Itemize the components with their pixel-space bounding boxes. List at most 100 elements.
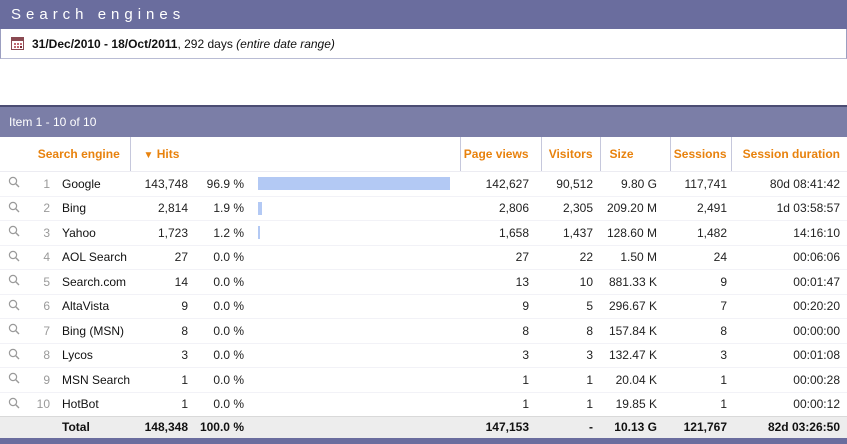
row-session-duration: 80d 08:41:42: [769, 176, 840, 191]
page-title-text: Search engines: [11, 6, 186, 23]
row-hits: 27: [174, 250, 188, 265]
row-session-duration: 00:06:06: [793, 250, 840, 265]
total-row: Total 148,348 100.0 % 147,153 - 10.13 G …: [0, 416, 847, 438]
row-size: 296.67 K: [608, 299, 657, 314]
row-hits: 8: [181, 323, 188, 338]
row-session-duration: 00:01:08: [793, 348, 840, 363]
total-label: Total: [62, 420, 90, 435]
row-engine-name: HotBot: [62, 397, 99, 412]
row-session-duration: 00:01:47: [793, 274, 840, 289]
magnifier-icon[interactable]: [8, 348, 20, 360]
row-sessions: 1: [720, 372, 727, 387]
row-sessions: 117,741: [684, 176, 728, 191]
row-hits: 1: [181, 372, 188, 387]
column-header-sessions[interactable]: Sessions: [669, 137, 731, 172]
magnifier-icon[interactable]: [8, 274, 20, 286]
hits-bar: [258, 226, 260, 240]
row-hits-pct: 96.9 %: [206, 176, 244, 191]
table-row: 7 Bing (MSN) 8 0.0 % 8 8 157.84 K 8 00:0…: [0, 319, 847, 343]
row-engine-name: AOL Search: [62, 250, 127, 265]
row-visitors: 22: [579, 250, 593, 265]
magnifier-icon[interactable]: [8, 225, 20, 237]
row-hits: 1,723: [157, 225, 188, 240]
row-visitors: 90,512: [556, 176, 593, 191]
row-session-duration: 00:00:28: [793, 372, 840, 387]
row-page-views: 1,658: [498, 225, 529, 240]
row-sessions: 9: [720, 274, 727, 289]
table-row: 2 Bing 2,814 1.9 % 2,806 2,305 209.20 M …: [0, 196, 847, 221]
row-session-duration: 00:00:00: [793, 323, 840, 338]
row-size: 20.04 K: [615, 372, 657, 387]
row-page-views: 3: [522, 348, 529, 363]
magnifier-icon[interactable]: [8, 176, 20, 188]
magnifier-icon[interactable]: [8, 201, 20, 213]
column-header-page-views[interactable]: Page views: [459, 137, 541, 172]
row-visitors: 1: [586, 397, 593, 412]
column-header-search-engine[interactable]: Search engine: [0, 137, 130, 172]
row-sessions: 2,491: [696, 201, 727, 216]
total-sessions: 121,767: [683, 420, 727, 435]
table-row: 3 Yahoo 1,723 1.2 % 1,658 1,437 128.60 M…: [0, 221, 847, 245]
row-engine-name: AltaVista: [62, 299, 110, 314]
row-rank: 2: [43, 201, 50, 216]
row-page-views: 2,806: [498, 201, 529, 216]
row-sessions: 8: [720, 323, 727, 338]
date-range-note: (entire date range): [236, 36, 335, 51]
row-engine-name: Yahoo: [62, 225, 96, 240]
column-header-hits[interactable]: ▼ Hits: [129, 137, 460, 172]
row-page-views: 1: [522, 397, 529, 412]
date-range: 31/Dec/2010 - 18/Oct/2011: [32, 36, 178, 51]
column-header-session-duration[interactable]: Session duration: [730, 137, 847, 172]
row-hits-pct: 1.9 %: [213, 201, 244, 216]
row-page-views: 8: [522, 323, 529, 338]
magnifier-icon[interactable]: [8, 250, 20, 262]
row-engine-name: MSN Search: [62, 372, 130, 387]
row-hits-pct: 0.0 %: [213, 372, 244, 387]
magnifier-icon[interactable]: [8, 299, 20, 311]
row-size: 157.84 K: [608, 323, 657, 338]
row-page-views: 27: [515, 250, 529, 265]
row-engine-name: Bing (MSN): [62, 323, 125, 338]
magnifier-icon[interactable]: [8, 323, 20, 335]
row-size: 1.50 M: [620, 250, 657, 265]
magnifier-icon[interactable]: [8, 397, 20, 409]
row-visitors: 1: [586, 372, 593, 387]
row-rank: 9: [43, 372, 50, 387]
column-header-size[interactable]: Size: [599, 137, 670, 172]
row-rank: 6: [43, 299, 50, 314]
row-sessions: 3: [720, 348, 727, 363]
search-engines-table: Search engine ▼ Hits Page views Visitors…: [0, 137, 847, 438]
row-visitors: 1,437: [562, 225, 593, 240]
row-hits: 1: [181, 397, 188, 412]
total-hits-pct: 100.0 %: [199, 420, 244, 435]
row-rank: 4: [43, 250, 50, 265]
table-row: 1 Google 143,748 96.9 % 142,627 90,512 9…: [0, 172, 847, 196]
row-sessions: 24: [713, 250, 727, 265]
row-sessions: 1,482: [696, 225, 727, 240]
column-header-visitors[interactable]: Visitors: [540, 137, 600, 172]
row-hits: 3: [181, 348, 188, 363]
row-visitors: 3: [586, 348, 593, 363]
row-page-views: 9: [522, 299, 529, 314]
row-hits: 143,748: [144, 176, 188, 191]
row-size: 132.47 K: [608, 348, 657, 363]
row-engine-name: Search.com: [62, 274, 127, 289]
total-session-duration: 82d 03:26:50: [767, 420, 840, 435]
row-page-views: 13: [515, 274, 529, 289]
row-hits-pct: 0.0 %: [213, 348, 244, 363]
magnifier-icon[interactable]: [8, 372, 20, 384]
table-row: 4 AOL Search 27 0.0 % 27 22 1.50 M 24 00…: [0, 245, 847, 270]
row-size: 19.85 K: [615, 397, 657, 412]
table-header-row: Search engine ▼ Hits Page views Visitors…: [0, 137, 847, 172]
row-sessions: 7: [720, 299, 727, 314]
row-size: 128.60 M: [606, 225, 657, 240]
row-rank: 7: [43, 323, 50, 338]
page-title: Search engines: [0, 0, 847, 29]
hits-bar: [258, 201, 262, 215]
row-session-duration: 00:20:20: [793, 299, 840, 314]
spacer: [0, 59, 847, 105]
row-page-views: 1: [522, 372, 529, 387]
row-size: 209.20 M: [606, 201, 657, 216]
table-row: 9 MSN Search 1 0.0 % 1 1 20.04 K 1 00:00…: [0, 368, 847, 392]
